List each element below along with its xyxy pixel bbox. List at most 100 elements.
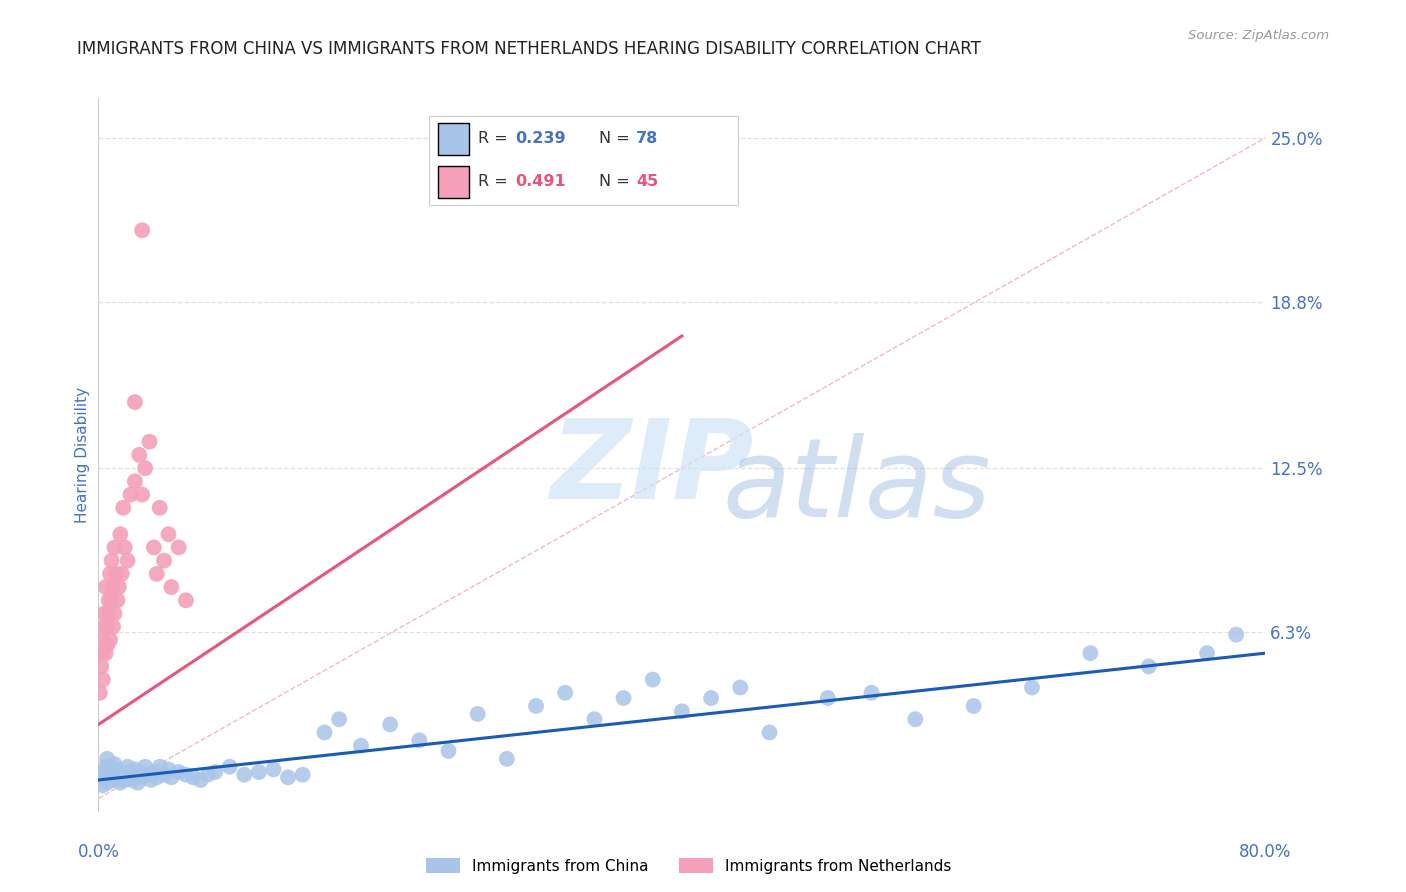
Point bbox=[124, 395, 146, 409]
Point bbox=[167, 541, 190, 555]
Point bbox=[98, 632, 121, 647]
Text: 45: 45 bbox=[636, 174, 658, 188]
Point bbox=[97, 607, 120, 621]
Point bbox=[125, 770, 148, 784]
Text: R =: R = bbox=[478, 174, 513, 188]
Point bbox=[91, 632, 114, 647]
Point bbox=[190, 772, 212, 787]
Text: atlas: atlas bbox=[723, 434, 991, 541]
Y-axis label: Hearing Disability: Hearing Disability bbox=[75, 387, 90, 523]
Point bbox=[146, 770, 169, 784]
Point bbox=[93, 765, 115, 780]
Point bbox=[105, 593, 128, 607]
Point bbox=[98, 770, 121, 784]
Point bbox=[101, 620, 124, 634]
Point bbox=[111, 765, 134, 780]
Point bbox=[157, 527, 180, 541]
Point bbox=[94, 772, 117, 787]
Point bbox=[89, 686, 111, 700]
Point bbox=[114, 772, 136, 787]
Point bbox=[120, 487, 142, 501]
Point bbox=[108, 768, 131, 782]
Point bbox=[131, 770, 153, 784]
Point bbox=[90, 646, 112, 660]
Point bbox=[114, 541, 136, 555]
Point bbox=[197, 768, 219, 782]
Point bbox=[700, 691, 723, 706]
Point bbox=[128, 765, 150, 780]
Point bbox=[328, 712, 350, 726]
Point bbox=[554, 686, 576, 700]
Point bbox=[124, 475, 146, 489]
Text: IMMIGRANTS FROM CHINA VS IMMIGRANTS FROM NETHERLANDS HEARING DISABILITY CORRELAT: IMMIGRANTS FROM CHINA VS IMMIGRANTS FROM… bbox=[77, 40, 981, 58]
Point bbox=[103, 541, 125, 555]
Point bbox=[1137, 659, 1160, 673]
Point bbox=[174, 768, 197, 782]
Text: 0.239: 0.239 bbox=[516, 131, 567, 145]
Point bbox=[314, 725, 336, 739]
Text: ZIP: ZIP bbox=[551, 415, 755, 522]
Point bbox=[160, 580, 183, 594]
Point bbox=[291, 768, 314, 782]
Point bbox=[904, 712, 927, 726]
Point bbox=[104, 770, 127, 784]
Text: 0.0%: 0.0% bbox=[77, 844, 120, 862]
Point bbox=[181, 770, 204, 784]
FancyBboxPatch shape bbox=[439, 166, 470, 198]
Point bbox=[101, 580, 124, 594]
Point bbox=[98, 566, 121, 581]
Point bbox=[110, 527, 132, 541]
Point bbox=[1021, 681, 1043, 695]
Point bbox=[90, 770, 112, 784]
Point bbox=[728, 681, 751, 695]
Point bbox=[97, 593, 120, 607]
Point bbox=[117, 554, 139, 568]
Point bbox=[641, 673, 664, 687]
Point bbox=[671, 704, 693, 718]
Point bbox=[105, 763, 128, 777]
Point bbox=[97, 768, 120, 782]
Point bbox=[90, 659, 112, 673]
Point bbox=[817, 691, 839, 706]
Point bbox=[1080, 646, 1102, 660]
Point bbox=[524, 698, 547, 713]
Point bbox=[93, 607, 115, 621]
Point bbox=[112, 500, 135, 515]
FancyBboxPatch shape bbox=[439, 123, 470, 155]
Point bbox=[94, 580, 117, 594]
Point bbox=[218, 760, 240, 774]
Point bbox=[138, 434, 160, 449]
Point bbox=[108, 580, 131, 594]
Point bbox=[122, 768, 145, 782]
Point bbox=[128, 448, 150, 462]
Point bbox=[110, 775, 132, 789]
Point bbox=[583, 712, 606, 726]
Point bbox=[91, 673, 114, 687]
Point bbox=[96, 752, 118, 766]
Point bbox=[277, 770, 299, 784]
Point bbox=[104, 566, 127, 581]
Point bbox=[131, 487, 153, 501]
Point bbox=[96, 638, 118, 652]
Text: Source: ZipAtlas.com: Source: ZipAtlas.com bbox=[1188, 29, 1329, 42]
Point bbox=[149, 760, 172, 774]
Point bbox=[167, 765, 190, 780]
Text: 78: 78 bbox=[636, 131, 658, 145]
Text: R =: R = bbox=[478, 131, 513, 145]
Point bbox=[94, 646, 117, 660]
Text: 0.491: 0.491 bbox=[516, 174, 567, 188]
Point bbox=[153, 554, 176, 568]
Point bbox=[134, 760, 156, 774]
Point bbox=[118, 770, 141, 784]
Point bbox=[495, 752, 517, 766]
Point bbox=[233, 768, 256, 782]
Point bbox=[120, 765, 142, 780]
Point bbox=[962, 698, 984, 713]
Point bbox=[437, 744, 460, 758]
Point bbox=[149, 500, 172, 515]
Point bbox=[142, 765, 165, 780]
Point bbox=[136, 768, 159, 782]
Point bbox=[860, 686, 883, 700]
Point bbox=[378, 717, 402, 731]
Point bbox=[139, 772, 162, 787]
